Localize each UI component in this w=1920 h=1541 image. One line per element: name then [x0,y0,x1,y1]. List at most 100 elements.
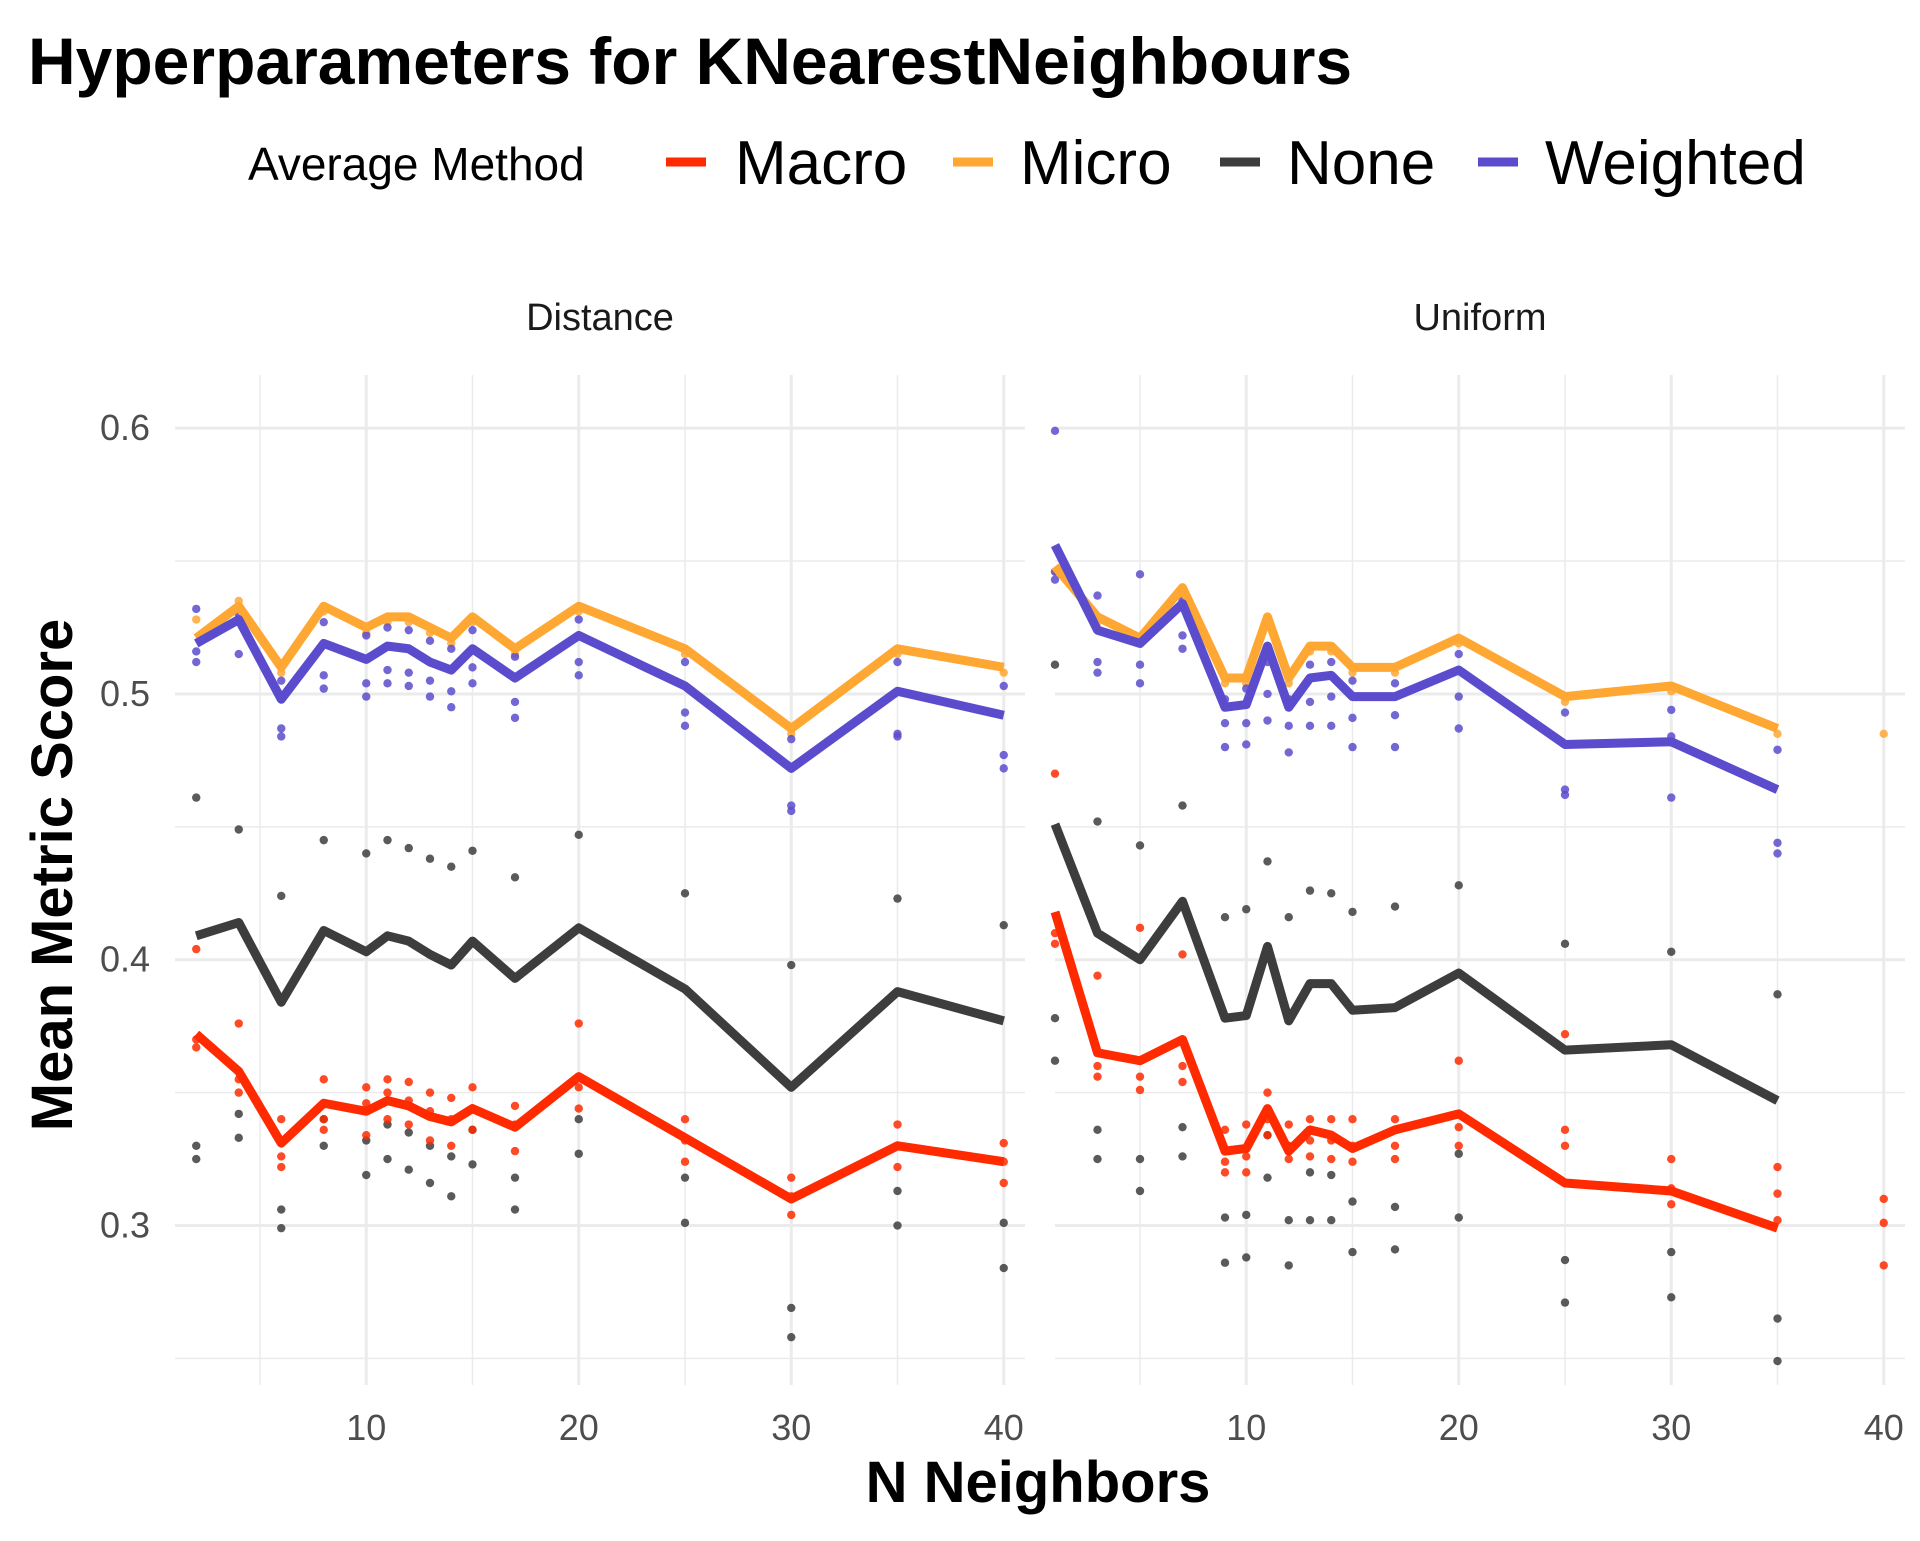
data-point-weighted [1093,657,1102,667]
data-point-macro [277,1162,286,1172]
data-point-macro [680,1115,690,1124]
data-point-none [1284,1261,1293,1270]
data-point-macro [319,1125,328,1135]
data-point-weighted [1050,575,1060,584]
data-point-none [1263,1173,1272,1182]
data-point-none [425,1178,435,1188]
data-point-weighted [383,665,392,675]
data-point-none [425,854,435,863]
data-point-macro [362,1130,371,1140]
data-point-weighted [574,671,583,680]
data-point-macro [425,1136,435,1145]
data-point-weighted [1454,724,1463,733]
data-point-macro [404,1077,413,1087]
data-point-weighted [680,657,690,667]
data-point-weighted [447,644,456,653]
data-point-micro [1879,729,1888,739]
data-point-weighted [383,679,392,688]
data-point-weighted [1263,716,1272,725]
data-point-macro [1305,1115,1315,1124]
data-point-weighted [510,697,520,707]
data-point-macro [1284,1120,1293,1129]
data-point-none [1242,905,1251,914]
data-point-macro [999,1178,1008,1188]
data-point-weighted [319,671,328,680]
data-point-none [277,1205,286,1214]
data-point-none [1263,857,1272,866]
data-point-macro [1242,1120,1251,1129]
data-point-macro [1348,1115,1357,1124]
data-point-macro [787,1173,796,1182]
data-point-macro [319,1075,328,1084]
data-point-macro [1135,923,1145,933]
data-point-macro [1879,1194,1888,1204]
data-point-macro [1178,1077,1187,1087]
data-point-weighted [787,734,796,744]
data-point-none [1135,841,1145,850]
data-point-none [319,835,328,845]
data-point-none [1667,1293,1676,1302]
data-point-weighted [893,732,902,741]
data-point-none [1390,902,1400,911]
data-point-none [319,1141,328,1150]
data-point-none [1093,1154,1102,1164]
data-point-weighted [362,679,371,688]
data-point-weighted [404,668,413,677]
data-point-weighted [319,617,328,627]
data-point-macro [1305,1152,1315,1161]
data-point-weighted [468,625,477,635]
data-point-none [680,1173,690,1182]
x-axis-title: N Neighbors [866,1450,1211,1515]
data-point-weighted [680,708,690,717]
data-point-macro [1560,1125,1570,1135]
data-point-macro [192,944,201,954]
facet-label-uniform: Uniform [1413,297,1546,339]
data-point-weighted [1305,697,1315,707]
data-point-none [574,1149,583,1158]
data-point-weighted [574,615,583,624]
data-point-macro [1263,1088,1272,1097]
data-point-macro [1560,1029,1570,1039]
data-point-none [468,846,477,855]
data-point-none [1454,1213,1463,1222]
data-point-macro [1390,1141,1400,1150]
series-line-macro [1050,910,1779,1233]
x-tick-label: 10 [346,1407,386,1448]
data-point-none [1093,1125,1102,1135]
data-point-weighted [1135,570,1145,579]
panel-distance: Distance 10 20 30 40 0.3 0.4 0.5 0.6 [100,297,1025,1448]
legend: Average Method Macro Micro None Weighted [248,129,1806,198]
data-point-macro [362,1083,371,1092]
data-point-none [1050,1014,1060,1023]
data-point-weighted [1327,692,1336,701]
data-point-none [1178,801,1187,810]
data-point-micro [192,615,201,624]
data-point-macro [1093,1061,1102,1071]
data-point-macro [999,1138,1008,1148]
data-point-none [1284,1216,1293,1225]
data-point-weighted [1773,838,1782,847]
data-point-macro [383,1088,392,1097]
data-point-weighted [468,679,477,688]
data-point-none [1390,1245,1400,1254]
data-point-macro [277,1152,286,1161]
data-point-none [1390,1202,1400,1212]
data-point-weighted [1390,742,1400,752]
data-point-none [999,1263,1008,1273]
data-point-weighted [999,750,1008,760]
data-point-none [1348,1247,1357,1257]
data-point-none [574,830,583,840]
data-point-none [1667,1247,1676,1257]
legend-title: Average Method [248,138,585,190]
data-point-none [680,1218,690,1228]
data-point-none [468,1160,477,1169]
data-point-weighted [1305,721,1315,731]
data-point-none [1560,939,1570,948]
data-point-macro [234,1088,243,1097]
y-tick-label: 0.6 [100,407,150,448]
data-point-weighted [1348,676,1357,685]
data-point-weighted [1454,649,1463,659]
data-point-none [1220,1258,1230,1267]
data-point-weighted [510,652,520,661]
